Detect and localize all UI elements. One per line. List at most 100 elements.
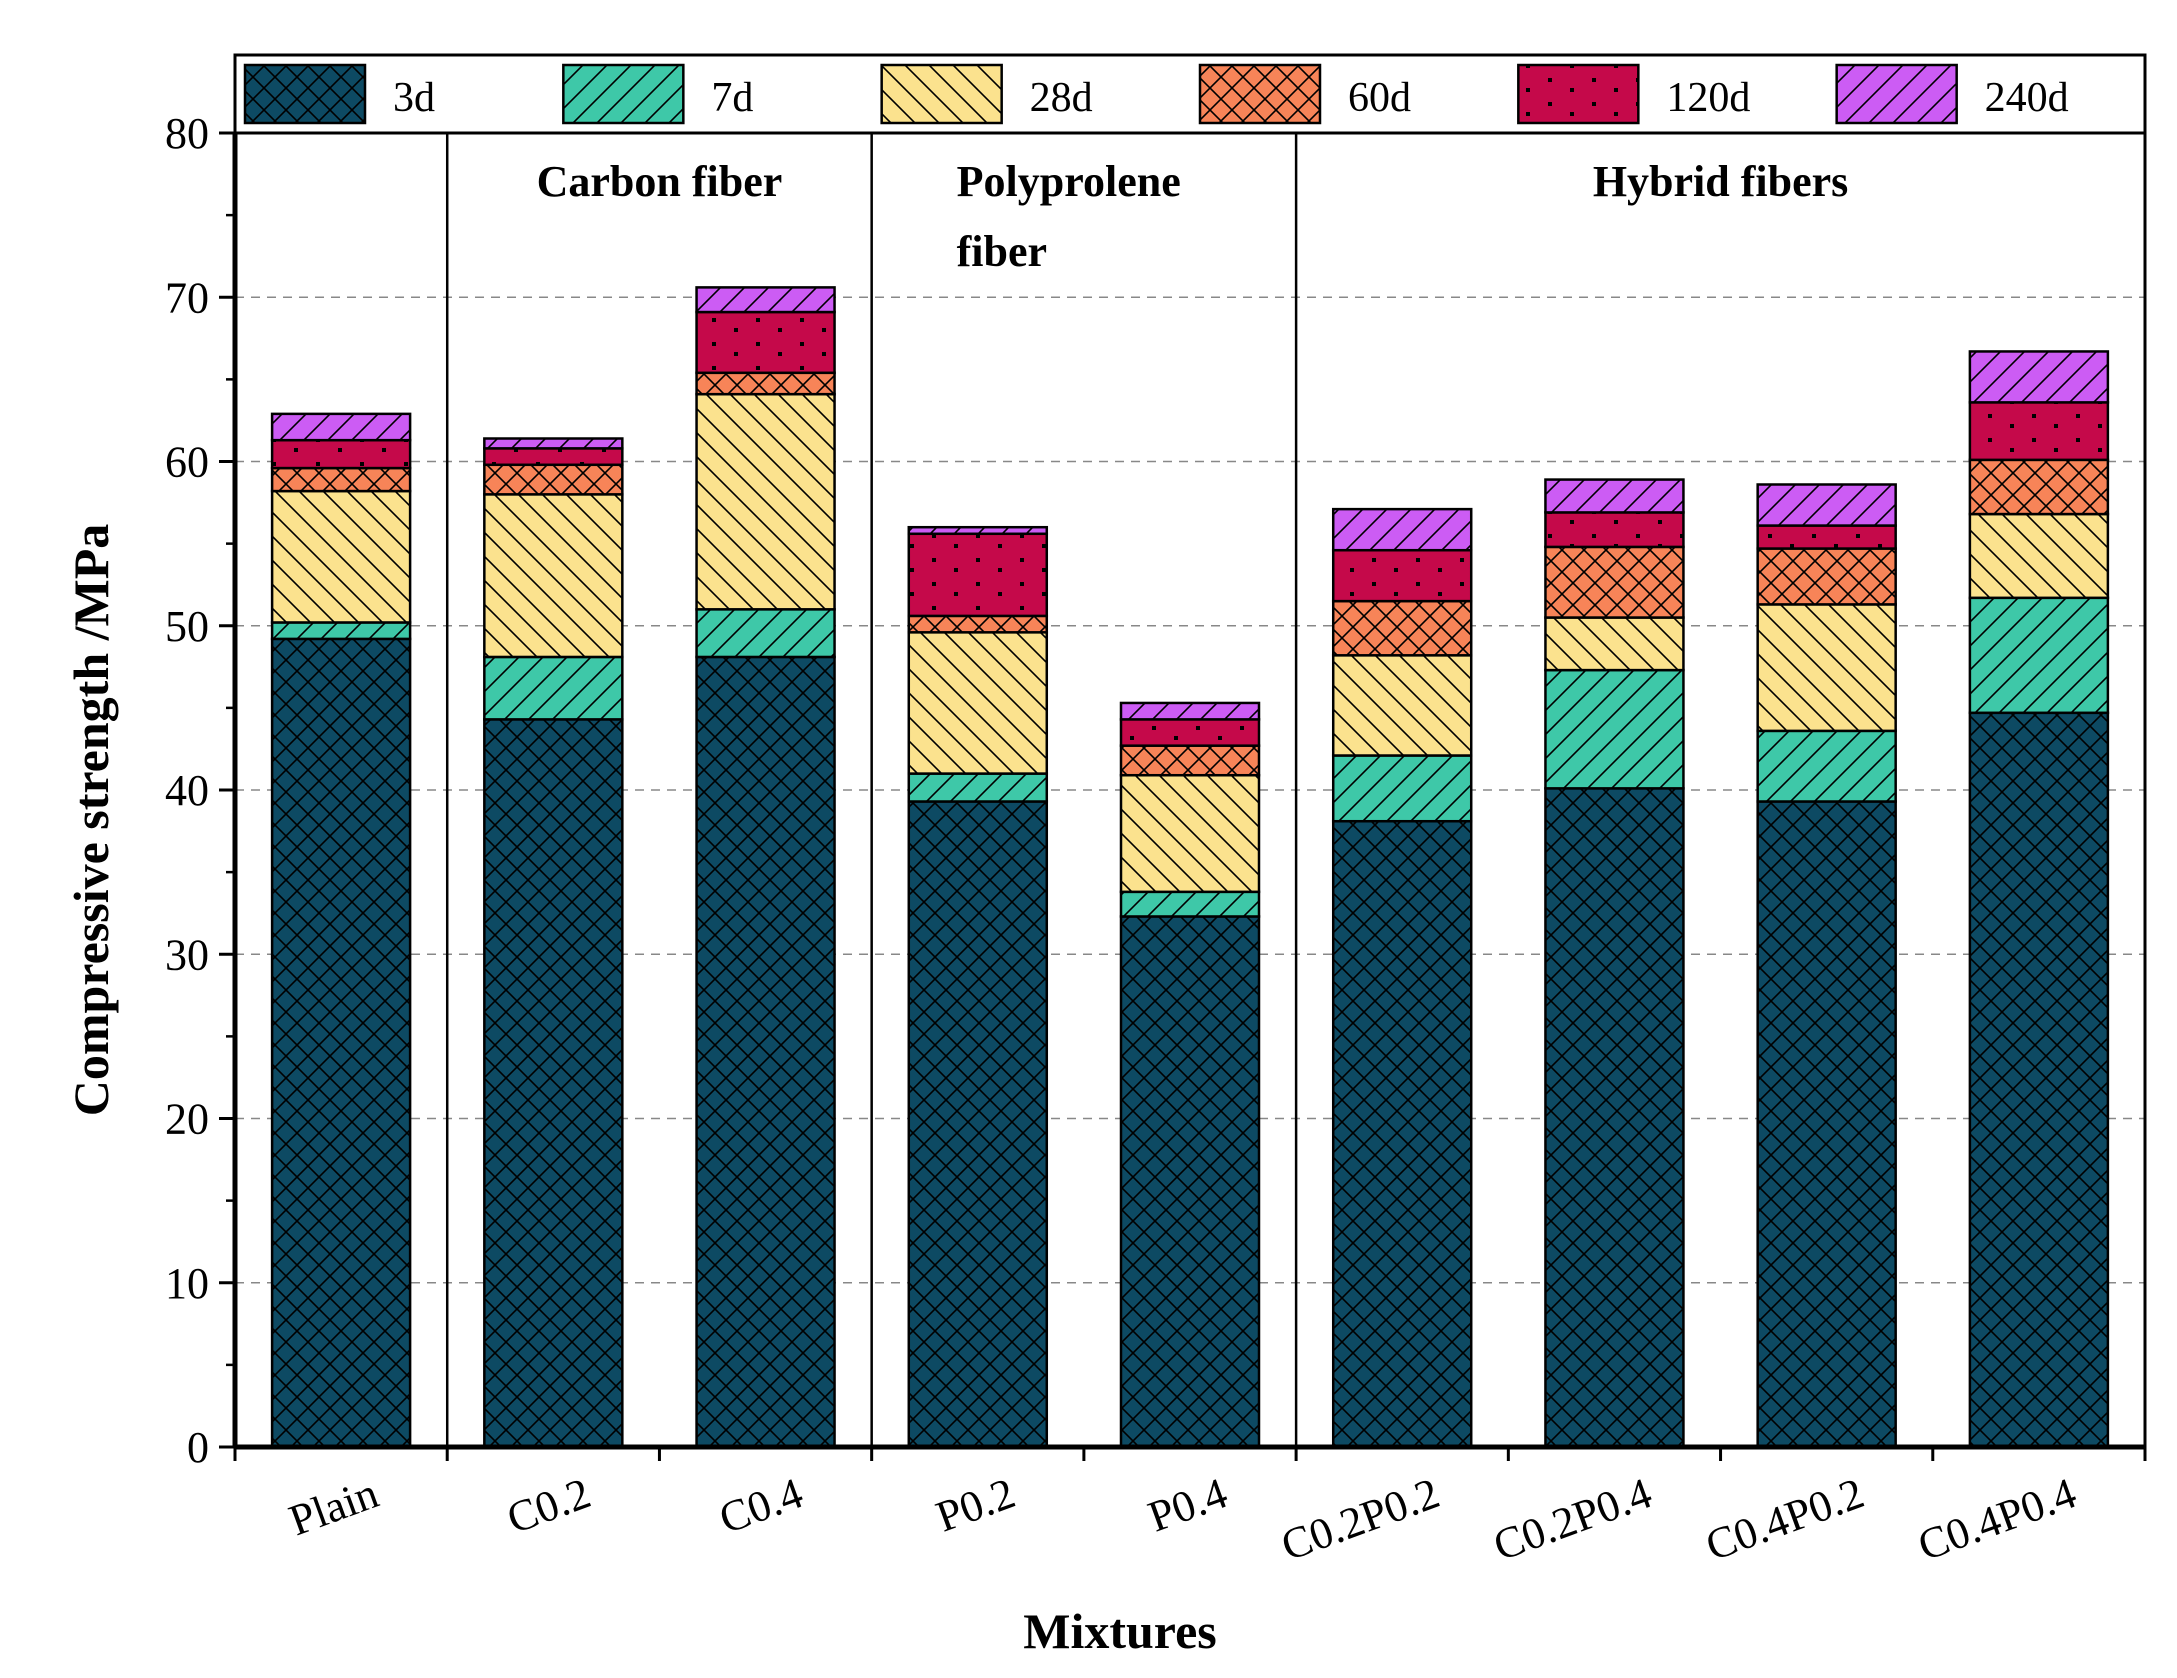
legend-item-7d: 7d	[562, 63, 753, 125]
bar-segment-120d	[1968, 401, 2110, 462]
bar-segment-3d	[1119, 915, 1261, 1449]
bar-segment-240d	[907, 525, 1049, 536]
x-tick-label: C0.4P0.2	[1699, 1468, 1870, 1570]
x-tick-label: Plain	[283, 1468, 385, 1545]
x-axis: Plain C0.2 C0.4 P0.2 P0.4 C0.2P0.2 C0.2P0.4 C0.…	[233, 1447, 2147, 1570]
group-labels: Carbon fiber Polyprolene fiber Hybrid fiber…	[537, 157, 1849, 276]
y-tick-label: 0	[187, 1423, 209, 1472]
bar-segment-7d	[1331, 754, 1473, 823]
bar-segment-120d	[1331, 548, 1473, 603]
bar-segment-28d	[1544, 616, 1685, 672]
x-tick-label: C0.2	[501, 1468, 597, 1543]
legend-swatch	[1835, 63, 1958, 125]
bar-segment-28d	[483, 493, 624, 659]
bars	[270, 286, 2110, 1449]
x-tick-label: C0.2P0.2	[1275, 1468, 1446, 1570]
x-axis-title: Mixtures	[1023, 1603, 1216, 1659]
legend-label: 7d	[711, 75, 753, 121]
legend-swatch	[1198, 63, 1322, 125]
bar-segment-3d	[1756, 800, 1897, 1449]
bar-stack-C0.4	[695, 286, 836, 1449]
y-axis-title: Compressive strength /MPa	[63, 524, 119, 1117]
bar-segment-3d	[695, 655, 836, 1449]
bar-segment-240d	[1968, 350, 2110, 404]
bar-stack-C0.2P0.4	[1544, 478, 1685, 1449]
legend-swatch	[1517, 63, 1640, 125]
group-label: fiber	[957, 227, 1047, 276]
legend-swatch	[243, 63, 367, 125]
bar-segment-60d	[1756, 547, 1897, 606]
y-tick-label: 80	[165, 109, 209, 158]
legend-item-60d: 60d	[1198, 63, 1411, 125]
bar-segment-240d	[1119, 701, 1261, 721]
x-tick-label: C0.2P0.4	[1487, 1468, 1658, 1570]
bar-segment-60d	[695, 371, 836, 396]
legend-item-240d: 240d	[1835, 63, 2069, 125]
legend-item-3d: 3d	[243, 63, 435, 125]
x-tick-label: P0.2	[930, 1468, 1021, 1541]
bar-segment-3d	[1544, 787, 1685, 1449]
x-tick-label: P0.4	[1142, 1468, 1233, 1541]
x-tick-label: C0.4P0.4	[1912, 1468, 2083, 1570]
bar-segment-7d	[907, 772, 1049, 803]
bar-stack-Plain	[270, 412, 412, 1449]
bar-segment-240d	[695, 286, 836, 314]
y-tick-label: 10	[165, 1259, 209, 1308]
legend-label: 120d	[1666, 75, 1750, 121]
legend-label: 28d	[1030, 75, 1093, 121]
bar-segment-120d	[1544, 511, 1685, 549]
bar-segment-60d	[1119, 744, 1261, 777]
bar-segment-120d	[483, 447, 624, 467]
legend-label: 240d	[1985, 75, 2069, 121]
bar-stack-C0.4P0.4	[1968, 350, 2110, 1449]
x-tick-label: C0.4	[713, 1468, 809, 1543]
bar-segment-3d	[1331, 819, 1473, 1449]
bar-segment-240d	[1544, 478, 1685, 514]
group-label: Polyprolene	[957, 157, 1181, 206]
bar-segment-28d	[1968, 512, 2110, 600]
legend: 3d 7d 28d 60d 120d 240d	[233, 53, 2147, 135]
bar-segment-120d	[270, 438, 412, 470]
bar-stack-C0.2P0.2	[1331, 507, 1473, 1449]
bar-stack-P0.4	[1119, 701, 1261, 1449]
bar-segment-240d	[1331, 507, 1473, 552]
bar-segment-240d	[1756, 483, 1897, 527]
y-tick-label: 70	[165, 273, 209, 322]
y-tick-label: 20	[165, 1095, 209, 1144]
bar-segment-28d	[907, 631, 1049, 775]
bar-segment-120d	[907, 532, 1049, 618]
bar-segment-28d	[1331, 654, 1473, 757]
bar-segment-240d	[270, 412, 412, 442]
bar-stack-P0.2	[907, 525, 1049, 1449]
bar-segment-3d	[270, 637, 412, 1449]
legend-swatch	[880, 63, 1003, 125]
bar-segment-28d	[1119, 773, 1261, 894]
legend-label: 3d	[393, 75, 435, 121]
bar-segment-120d	[1119, 718, 1261, 747]
bar-segment-28d	[695, 392, 836, 611]
bar-segment-60d	[1331, 599, 1473, 657]
legend-box	[233, 53, 2147, 135]
bar-segment-28d	[1756, 603, 1897, 733]
bar-segment-7d	[1968, 596, 2110, 715]
group-label: Hybrid fibers	[1593, 157, 1848, 206]
bar-segment-3d	[1968, 711, 2110, 1449]
bar-segment-7d	[695, 608, 836, 659]
group-dividers	[445, 133, 1298, 1447]
legend-label: 60d	[1348, 75, 1411, 121]
bar-segment-120d	[695, 310, 836, 375]
y-tick-label: 60	[165, 438, 209, 487]
group-label: Carbon fiber	[537, 157, 783, 206]
bar-segment-120d	[1756, 524, 1897, 550]
bar-segment-7d	[1756, 729, 1897, 803]
bar-segment-60d	[907, 614, 1049, 634]
bar-segment-3d	[483, 718, 624, 1449]
bar-segment-3d	[907, 800, 1049, 1449]
y-axis: 0 10 20 30 40 50 60 70 80	[165, 109, 235, 1472]
bar-segment-7d	[1119, 890, 1261, 918]
y-tick-label: 30	[165, 930, 209, 979]
legend-item-28d: 28d	[880, 63, 1093, 125]
bar-stack-C0.4P0.2	[1756, 483, 1897, 1449]
bar-segment-60d	[270, 466, 412, 493]
legend-item-120d: 120d	[1517, 63, 1750, 125]
